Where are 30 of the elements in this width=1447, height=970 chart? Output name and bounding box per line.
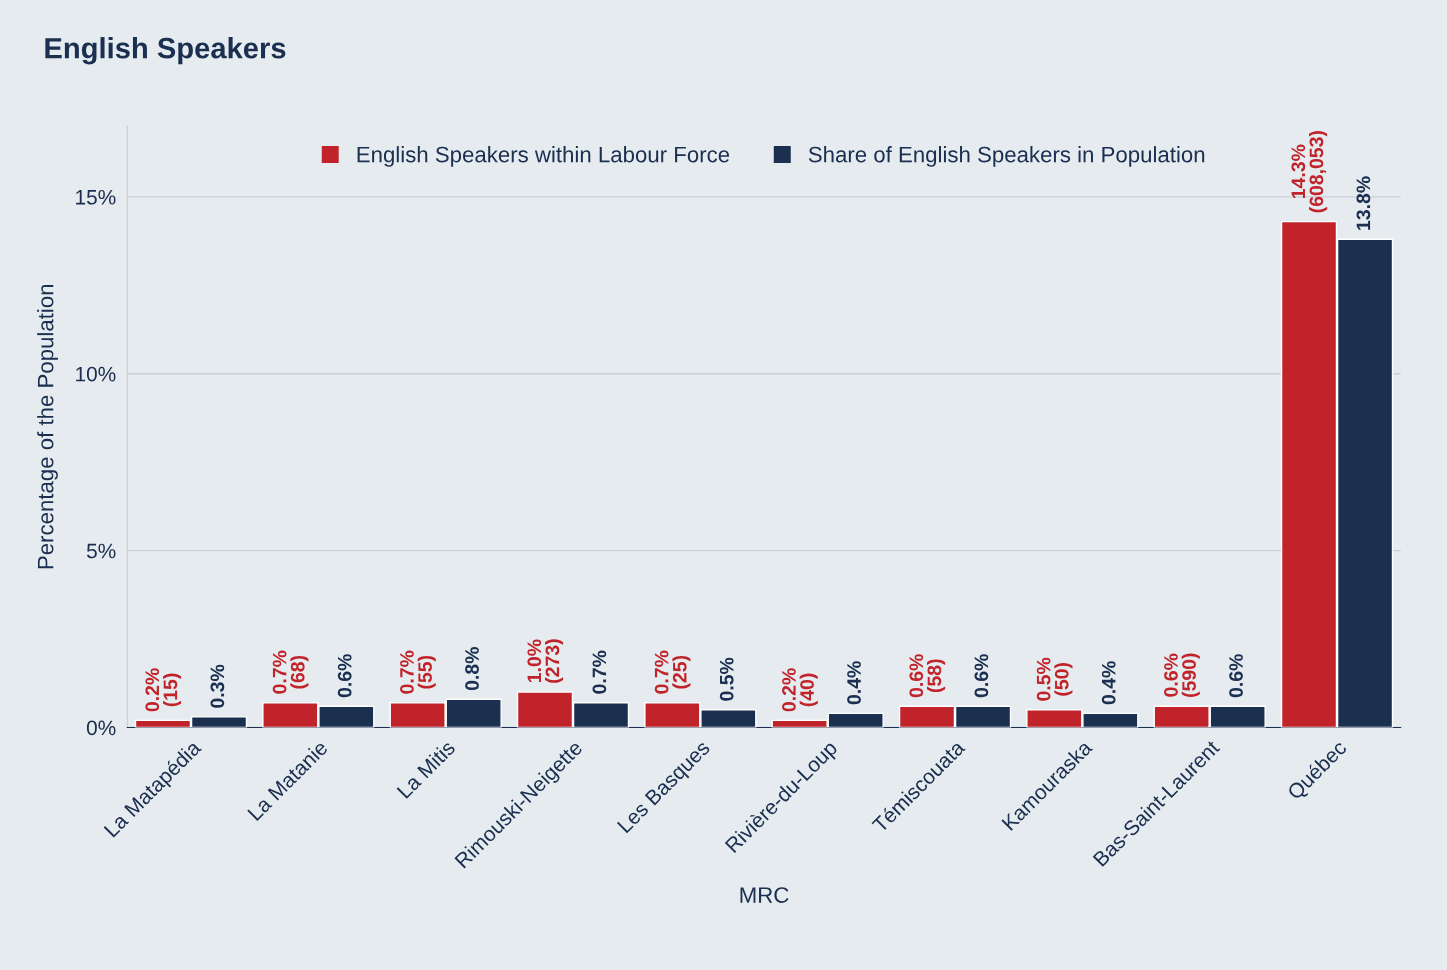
data-label: 14.3% (608,053)	[1291, 131, 1328, 213]
y-tick-label: 5%	[86, 543, 116, 559]
data-label: 0.2% (15)	[145, 668, 182, 712]
data-label: 0.7%	[592, 650, 607, 694]
data-label: 0.2% (40)	[782, 668, 818, 712]
x-tick-label: La Mitis	[396, 739, 456, 799]
data-label: 1.0% (273)	[527, 639, 564, 683]
data-label: 0.4%	[847, 661, 861, 705]
x-axis-title: MRC	[740, 887, 789, 903]
data-label: 0.5%	[719, 657, 734, 701]
legend-label: English Speakers within Labour Force	[357, 146, 730, 167]
y-axis-title: Percentage of the Population	[37, 284, 58, 569]
data-label: 0.5% (50)	[1036, 657, 1073, 701]
y-tick-label: 15%	[76, 189, 116, 205]
y-tick-label: 0%	[86, 720, 116, 736]
chart-title: English Speakers	[45, 37, 286, 65]
data-label: 0.7% (55)	[400, 650, 436, 694]
data-label: 13.8%	[1356, 176, 1371, 230]
data-label: 0.6%	[974, 654, 989, 698]
data-label: 0.3%	[210, 664, 225, 708]
data-label: 0.6% (58)	[909, 654, 946, 698]
data-label: 0.4%	[1101, 661, 1116, 705]
data-label: 0.6%	[337, 654, 352, 698]
data-label: 0.6%	[1229, 654, 1243, 698]
data-label: 0.7% (25)	[654, 650, 691, 694]
data-label: 0.7% (68)	[272, 650, 309, 694]
legend-label: Share of English Speakers in Population	[808, 146, 1205, 167]
data-label: 0.8%	[465, 647, 479, 691]
data-label: 0.6% (590)	[1164, 653, 1200, 697]
y-tick-label: 10%	[76, 366, 116, 382]
